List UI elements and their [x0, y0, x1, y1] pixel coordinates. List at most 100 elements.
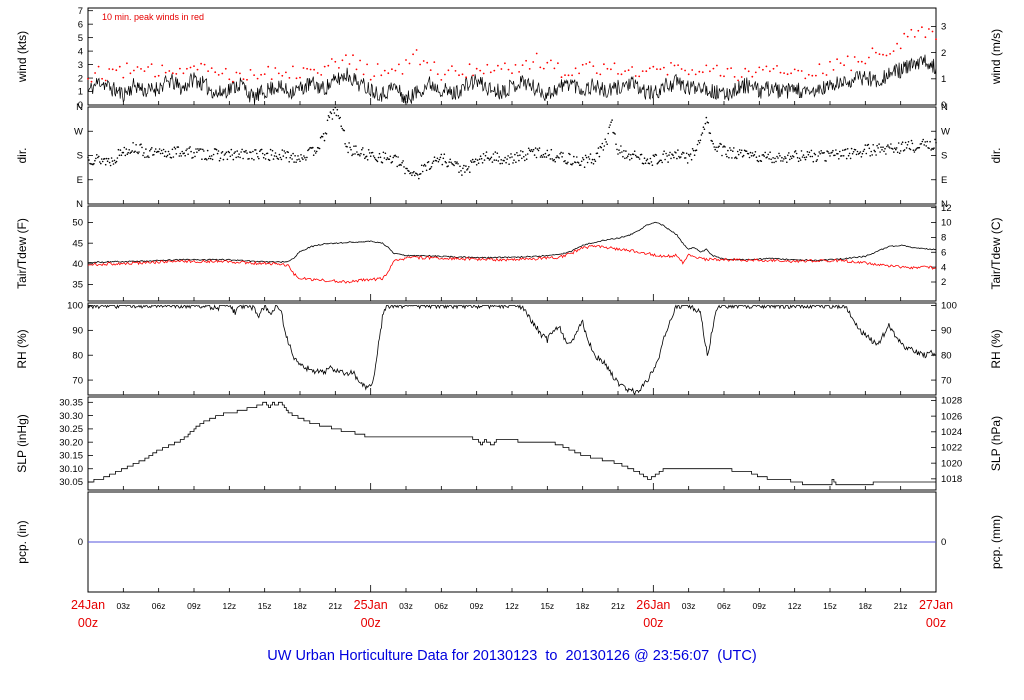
dir-ytick-label-right: E	[941, 175, 947, 186]
rh-ytick-label-left: 70	[72, 375, 83, 386]
x-minor-label: 06z	[717, 601, 731, 611]
x-minor-label: 12z	[222, 601, 236, 611]
dir-axis-title-left: dir.	[15, 147, 29, 163]
x-minor-label: 12z	[788, 601, 802, 611]
x-minor-label: 12z	[505, 601, 519, 611]
pcp-ytick-label-right: 0	[941, 537, 946, 548]
wind-ytick-label-right: 3	[941, 22, 946, 33]
rh-ytick-label-right: 90	[941, 326, 952, 337]
panel-slp-frame	[87, 396, 937, 491]
x-minor-label: 06z	[434, 601, 448, 611]
panel-rh-frame	[87, 302, 937, 396]
temp-ytick-label-right: 6	[941, 247, 946, 258]
wind-speed-trace	[87, 54, 937, 105]
slp-ytick-label-right: 1020	[941, 458, 962, 469]
x-major-label-hour: 00z	[926, 616, 946, 630]
slp-ytick-label-right: 1026	[941, 411, 962, 422]
rh-ytick-label-left: 90	[72, 326, 83, 337]
slp-ytick-label-left: 30.05	[59, 477, 83, 488]
x-major-label-hour: 00z	[78, 616, 98, 630]
temp-ytick-label-right: 2	[941, 277, 946, 288]
wind-ytick-label-right: 0	[941, 100, 946, 111]
slp-ytick-label-left: 30.10	[59, 464, 83, 475]
x-minor-label: 03z	[116, 601, 130, 611]
wind-ytick-label-left: 5	[78, 33, 83, 44]
wind-ytick-label-left: 6	[78, 19, 83, 30]
slp-trace	[88, 401, 936, 486]
slp-ytick-label-left: 30.15	[59, 451, 83, 462]
slp-ytick-label-left: 30.30	[59, 411, 83, 422]
wind-axis-title-right: wind (m/s)	[989, 29, 1003, 85]
dir-ytick-label-left: N	[76, 199, 83, 210]
temp-ytick-label-left: 50	[72, 218, 83, 229]
pcp-ytick-label-left: 0	[78, 537, 83, 548]
dir-ytick-label-right: N	[941, 199, 948, 210]
x-minor-label: 09z	[752, 601, 766, 611]
dir-ytick-label-right: W	[941, 126, 950, 137]
dir-axis-title-right: dir.	[989, 147, 1003, 163]
x-major-label-date: 27Jan	[919, 598, 953, 612]
dir-ytick-label-right: N	[941, 102, 948, 113]
wind-ytick-label-left: 0	[78, 100, 83, 111]
temp-ytick-label-right: 8	[941, 233, 946, 244]
wind-ytick-label-left: 2	[78, 73, 83, 84]
chart-title: UW Urban Horticulture Data for 20130123 …	[267, 648, 757, 664]
x-major-label-date: 25Jan	[354, 598, 388, 612]
temp-ytick-label-right: 12	[941, 203, 952, 214]
panel-temp-frame	[87, 205, 937, 302]
wind-ytick-label-left: 7	[78, 6, 83, 17]
slp-ytick-label-left: 30.20	[59, 437, 83, 448]
pcp-axis-title-left: pcp. (in)	[15, 520, 29, 563]
dir-ytick-label-left: E	[77, 175, 83, 186]
slp-axis-title-left: SLP (inHg)	[15, 414, 29, 472]
slp-ytick-label-left: 30.35	[59, 398, 83, 409]
wind-peak-dots	[87, 26, 937, 83]
x-minor-label: 21z	[894, 601, 908, 611]
x-minor-label: 03z	[399, 601, 413, 611]
tdew-trace	[87, 244, 937, 284]
rh-ytick-label-left: 80	[72, 350, 83, 361]
wind-ytick-label-right: 1	[941, 74, 946, 85]
rh-axis-title-left: RH (%)	[15, 329, 29, 368]
slp-ytick-label-right: 1022	[941, 443, 962, 454]
x-minor-label: 18z	[576, 601, 590, 611]
x-minor-label: 15z	[258, 601, 272, 611]
temp-axis-title-left: Tair/Tdew (F)	[15, 218, 29, 289]
x-minor-label: 15z	[540, 601, 554, 611]
wind-axis-title-left: wind (kts)	[15, 31, 29, 83]
dir-ytick-label-right: S	[941, 151, 947, 162]
x-minor-label: 09z	[470, 601, 484, 611]
wind-ytick-label-left: 4	[78, 46, 83, 57]
wind-direction-dots	[87, 106, 937, 180]
slp-ytick-label-left: 30.25	[59, 424, 83, 435]
x-minor-label: 18z	[293, 601, 307, 611]
wind-annotation: 10 min. peak winds in red	[102, 12, 204, 22]
temp-ytick-label-left: 35	[72, 280, 83, 291]
slp-ytick-label-right: 1018	[941, 474, 962, 485]
rh-trace	[87, 304, 937, 396]
x-major-label-date: 24Jan	[71, 598, 105, 612]
rh-ytick-label-left: 100	[67, 301, 83, 312]
x-major-label-date: 26Jan	[636, 598, 670, 612]
rh-ytick-label-right: 80	[941, 350, 952, 361]
x-minor-label: 21z	[611, 601, 625, 611]
rh-axis-title-right: RH (%)	[989, 329, 1003, 368]
temp-ytick-label-right: 10	[941, 218, 952, 229]
rh-ytick-label-right: 100	[941, 301, 957, 312]
wind-ytick-label-right: 2	[941, 48, 946, 59]
tair-trace	[87, 221, 937, 264]
temp-axis-title-right: Tair/Tdew (C)	[989, 217, 1003, 289]
dir-ytick-label-left: W	[74, 126, 83, 137]
x-minor-label: 09z	[187, 601, 201, 611]
wind-ytick-label-left: 1	[78, 87, 83, 98]
pcp-axis-title-right: pcp. (mm)	[989, 515, 1003, 569]
x-minor-label: 21z	[328, 601, 342, 611]
panel-dir-frame	[87, 106, 937, 205]
x-minor-label: 03z	[682, 601, 696, 611]
slp-ytick-label-right: 1028	[941, 396, 962, 407]
temp-ytick-label-left: 40	[72, 259, 83, 270]
rh-ytick-label-right: 70	[941, 375, 952, 386]
dir-ytick-label-left: N	[76, 102, 83, 113]
